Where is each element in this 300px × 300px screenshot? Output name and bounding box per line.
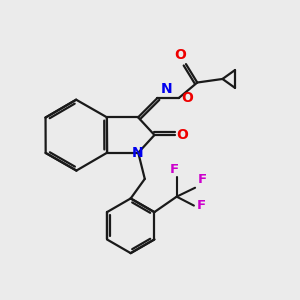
Text: O: O bbox=[177, 128, 189, 142]
Text: N: N bbox=[132, 146, 143, 160]
Text: O: O bbox=[175, 48, 187, 62]
Text: N: N bbox=[161, 82, 172, 96]
Text: O: O bbox=[181, 91, 193, 105]
Text: F: F bbox=[170, 163, 179, 176]
Text: F: F bbox=[197, 173, 207, 186]
Text: F: F bbox=[196, 199, 206, 212]
